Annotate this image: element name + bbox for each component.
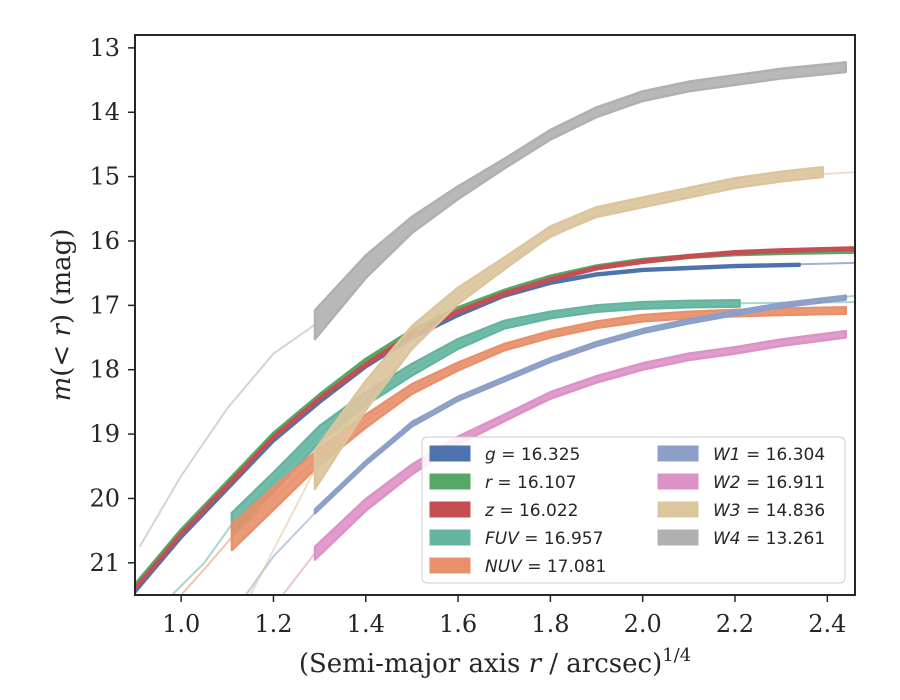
x-tick-label-4: 1.8 — [531, 610, 569, 638]
y-tick-label-4: 17 — [89, 291, 120, 319]
legend-swatch-z — [430, 502, 470, 517]
legend-swatch-W4 — [658, 530, 698, 545]
legend-label-W4: W4 = 13.261 — [713, 529, 825, 549]
y-tick-label-0: 13 — [89, 34, 120, 62]
legend-swatch-W3 — [658, 502, 698, 517]
legend-label-FUV: FUV = 16.957 — [485, 529, 603, 549]
y-tick-label-6: 19 — [89, 420, 120, 448]
legend-label-W2: W2 = 16.911 — [713, 473, 825, 493]
y-tick-label-1: 14 — [89, 98, 120, 126]
legend-label-W3: W3 = 14.836 — [713, 501, 825, 521]
legend-label-g: g = 16.325 — [485, 445, 580, 465]
legend-swatch-r — [430, 474, 470, 489]
legend-swatch-FUV — [430, 530, 470, 545]
x-tick-label-6: 2.2 — [716, 610, 754, 638]
profile-chart: 1.0 1.2 1.4 1.6 1.8 2.0 2.2 2.4 13 14 15 16 17 18 19 2… — [0, 0, 900, 700]
x-tick-label-1: 1.2 — [254, 610, 292, 638]
legend-swatch-W1 — [658, 446, 698, 461]
x-tick-label-7: 2.4 — [808, 610, 846, 638]
legend-swatch-g — [430, 446, 470, 461]
legend-swatch-NUV — [430, 558, 470, 573]
legend-label-W1: W1 = 16.304 — [713, 445, 825, 465]
y-axis-label: m(< r) (mag) — [47, 229, 77, 402]
legend-swatch-W2 — [658, 474, 698, 489]
y-tick-label-7: 20 — [89, 484, 120, 512]
x-tick-label-5: 2.0 — [624, 610, 662, 638]
legend-label-NUV: NUV = 17.081 — [485, 557, 606, 577]
y-tick-label-8: 21 — [89, 549, 120, 577]
y-tick-label-5: 18 — [89, 356, 120, 384]
x-tick-label-3: 1.6 — [439, 610, 477, 638]
x-axis-label: (Semi-major axis r / arcsec)1/4 — [299, 645, 691, 679]
y-tick-label-2: 15 — [89, 163, 120, 191]
legend: g = 16.325 r = 16.107 z = 16.022 FUV = 16.9… — [422, 437, 845, 583]
y-tick-label-3: 16 — [89, 227, 120, 255]
x-tick-label-0: 1.0 — [162, 610, 200, 638]
legend-label-z: z = 16.022 — [484, 501, 578, 521]
x-tick-label-2: 1.4 — [347, 610, 385, 638]
legend-label-r: r = 16.107 — [485, 473, 577, 493]
